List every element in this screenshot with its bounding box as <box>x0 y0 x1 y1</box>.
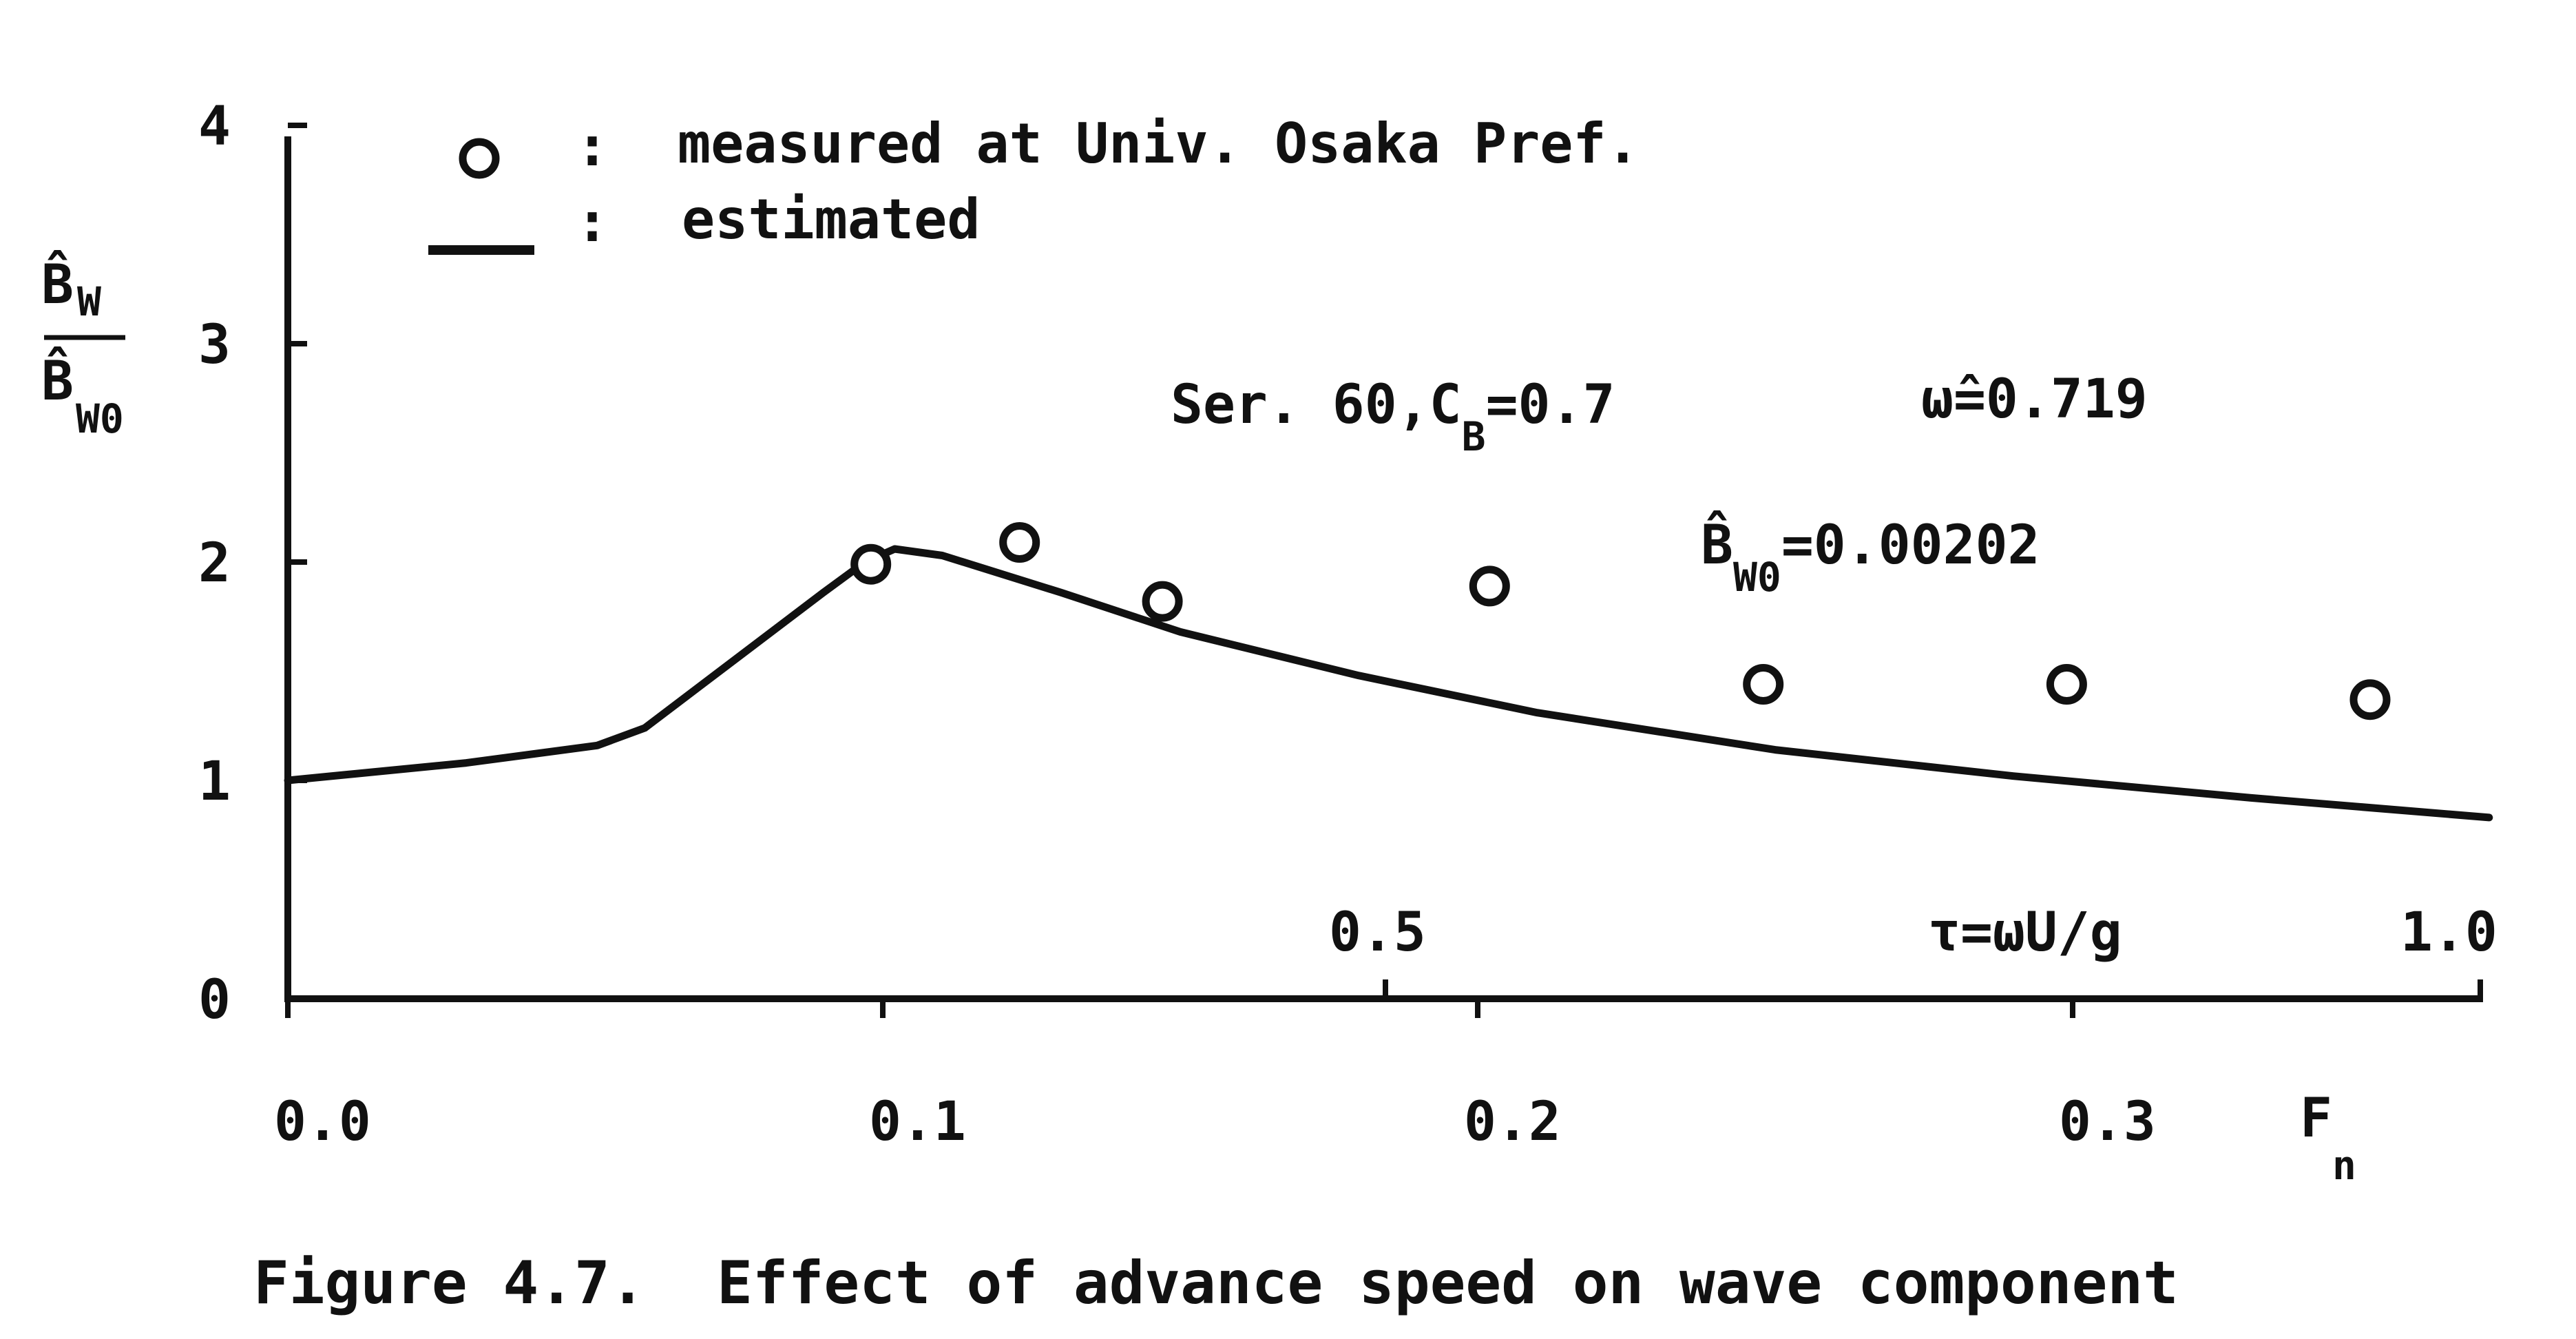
measured-point <box>1142 581 1183 622</box>
y-label-denominator-sub: W0 <box>76 395 124 442</box>
secondary-tick-group: 0.5 1.0 <box>1329 902 2498 999</box>
y-axis-label: B̂ W B̂ W0 <box>41 250 125 442</box>
legend-separator-2: : <box>576 190 609 254</box>
x-tick-label: 0.0 <box>274 1091 371 1153</box>
x-axis-label: Fn <box>2300 1088 2356 1189</box>
annotation-omega: ω̂=0.719 <box>1921 369 2148 430</box>
y-label-numerator-sub: W <box>77 278 101 325</box>
y-tick-label: 1 <box>198 751 231 813</box>
x-tick-group: 0.0 0.1 0.2 0.3 <box>274 999 2156 1153</box>
figure-caption: Figure 4.7. Effect of advance speed on w… <box>253 1249 2179 1318</box>
y-tick-label: 0 <box>198 969 231 1031</box>
y-tick-label: 2 <box>198 532 231 594</box>
secondary-axis-label: τ=ωU/g <box>1928 902 2122 964</box>
legend-label-estimated: estimated <box>682 187 980 251</box>
y-label-numerator: B̂ <box>41 250 74 316</box>
y-tick-label: 4 <box>198 96 231 158</box>
x-tick-label: 0.1 <box>869 1091 966 1153</box>
annotation-bw0: B̂W0=0.00202 <box>1701 510 2040 601</box>
secondary-tick-label: 1.0 <box>2400 902 2498 964</box>
legend: : measured at Univ. Osaka Pref. : estima… <box>428 112 1640 255</box>
measured-point <box>2349 679 2391 720</box>
x-tick-label: 0.2 <box>1464 1091 1561 1153</box>
measured-points <box>850 522 2391 720</box>
measured-point <box>999 522 1040 563</box>
y-label-denominator: B̂ <box>41 346 74 413</box>
x-tick-label: 0.3 <box>2059 1091 2156 1153</box>
legend-circle-marker <box>459 138 500 179</box>
y-tick-group: 0 1 2 3 4 <box>198 96 307 1031</box>
measured-point <box>850 543 892 585</box>
legend-separator-1: : <box>576 114 609 178</box>
secondary-tick-label: 0.5 <box>1329 902 1426 964</box>
measured-point <box>1469 565 1510 607</box>
annotations: Ser. 60,CB=0.7 ω̂=0.719 B̂W0=0.00202 τ=ω… <box>1171 369 2356 1189</box>
y-tick-label: 3 <box>198 314 231 376</box>
legend-label-measured: measured at Univ. Osaka Pref. <box>678 112 1640 176</box>
measured-point <box>2046 664 2087 705</box>
estimated-curve <box>284 545 2493 822</box>
annotation-series: Ser. 60,CB=0.7 <box>1171 374 1615 460</box>
measured-point <box>1743 664 1784 705</box>
